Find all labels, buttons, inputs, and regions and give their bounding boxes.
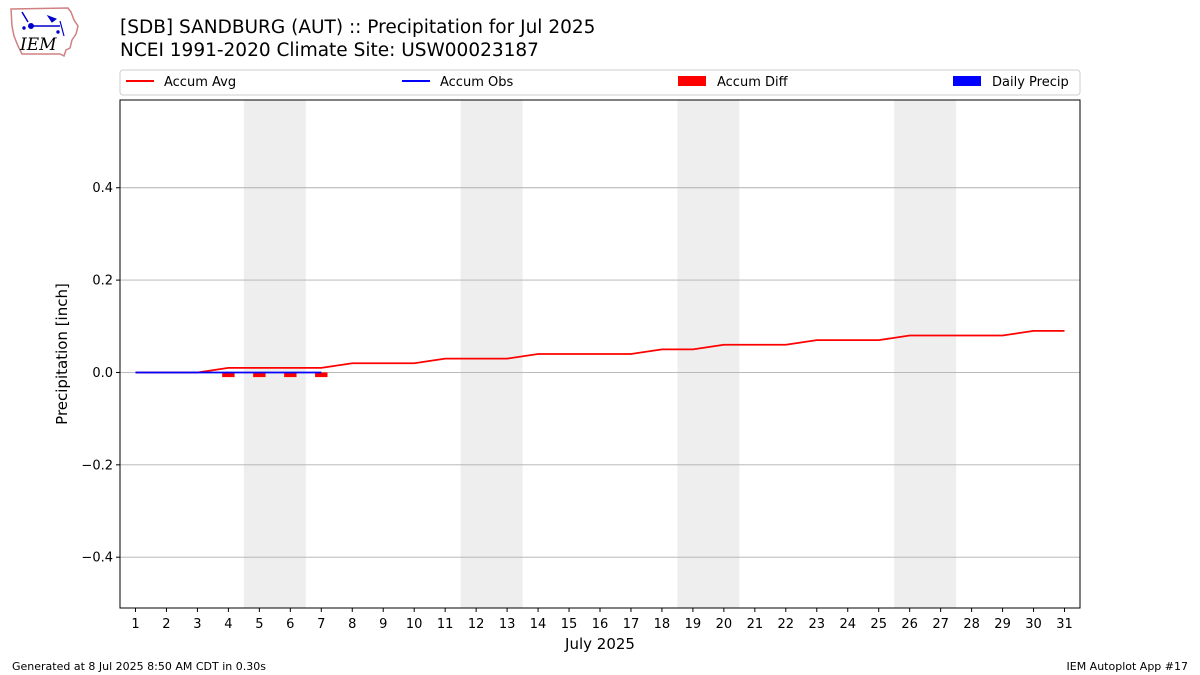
legend-label: Accum Diff xyxy=(717,75,789,90)
x-tick-label: 3 xyxy=(193,617,201,632)
y-axis-label: Precipitation [inch] xyxy=(53,283,71,425)
generated-timestamp: Generated at 8 Jul 2025 8:50 AM CDT in 0… xyxy=(12,660,266,673)
x-tick-label: 31 xyxy=(1056,617,1073,632)
x-tick-label: 30 xyxy=(1025,617,1042,632)
x-tick-label: 16 xyxy=(592,617,609,632)
x-tick-label: 26 xyxy=(901,617,918,632)
chart-title: [SDB] SANDBURG (AUT) :: Precipitation fo… xyxy=(120,17,596,38)
x-tick-label: 12 xyxy=(468,617,485,632)
legend-bar-swatch xyxy=(953,76,981,86)
x-tick-label: 28 xyxy=(963,617,980,632)
y-axis-ticks: −0.4 −0.2 0.0 0.2 0.4 xyxy=(81,181,120,566)
x-tick-label: 17 xyxy=(623,617,640,632)
x-tick-label: 24 xyxy=(839,617,856,632)
legend: Accum Avg Accum Obs Accum Diff Daily Precip xyxy=(119,69,1081,96)
x-tick-label: 14 xyxy=(530,617,547,632)
accum-diff-bar xyxy=(253,372,266,378)
app-credit: IEM Autoplot App #17 xyxy=(1066,660,1189,673)
legend-label: Daily Precip xyxy=(992,75,1069,90)
weekend-shading xyxy=(243,100,957,608)
legend-frame xyxy=(119,69,1081,96)
y-tick-label: 0.2 xyxy=(92,274,113,289)
legend-label: Accum Obs xyxy=(440,75,513,90)
y-tick-label: 0.4 xyxy=(92,181,113,196)
x-tick-label: 10 xyxy=(406,617,423,632)
x-tick-label: 13 xyxy=(499,617,516,632)
x-tick-label: 22 xyxy=(778,617,795,632)
y-tick-label: −0.4 xyxy=(81,551,113,566)
x-tick-label: 4 xyxy=(224,617,232,632)
x-tick-label: 23 xyxy=(809,617,826,632)
x-tick-label: 20 xyxy=(716,617,733,632)
x-axis-ticks: 1 2 3 4 5 6 7 8 9 10 11 12 13 14 15 16 17 18 19 20 21 22 23 24 2… xyxy=(131,608,1073,632)
x-tick-label: 21 xyxy=(747,617,764,632)
iowa-state-outline xyxy=(10,7,79,58)
weekend-shade-band xyxy=(894,100,957,608)
x-tick-label: 18 xyxy=(654,617,671,632)
x-tick-label: 2 xyxy=(162,617,170,632)
accum-diff-bar xyxy=(222,372,235,378)
x-axis-label: July 2025 xyxy=(564,635,635,653)
accum-diff-bar xyxy=(284,372,297,378)
accum-avg-line xyxy=(135,330,1065,374)
legend-label: Accum Avg xyxy=(164,75,236,90)
iem-logo: IEM xyxy=(10,7,79,58)
chart-subtitle: NCEI 1991-2020 Climate Site: USW00023187 xyxy=(120,40,539,61)
weekend-shade-band xyxy=(677,100,740,608)
accum-diff-bar xyxy=(315,372,328,378)
weekend-shade-band xyxy=(243,100,306,608)
weekend-shade-band xyxy=(460,100,523,608)
x-tick-label: 15 xyxy=(561,617,578,632)
x-tick-label: 11 xyxy=(437,617,454,632)
logo-text: IEM xyxy=(19,35,57,55)
x-tick-label: 1 xyxy=(131,617,139,632)
y-tick-label: 0.0 xyxy=(92,366,113,381)
x-tick-label: 25 xyxy=(870,617,887,632)
x-tick-label: 9 xyxy=(379,617,387,632)
x-tick-label: 8 xyxy=(348,617,356,632)
x-tick-label: 7 xyxy=(317,617,325,632)
x-tick-label: 5 xyxy=(255,617,263,632)
x-tick-label: 29 xyxy=(994,617,1011,632)
weather-instruments-icon xyxy=(21,11,65,37)
x-tick-label: 27 xyxy=(932,617,949,632)
legend-bar-swatch xyxy=(678,76,706,86)
x-tick-label: 6 xyxy=(286,617,294,632)
x-tick-label: 19 xyxy=(685,617,702,632)
data-series xyxy=(135,330,1065,378)
y-tick-label: −0.2 xyxy=(81,458,113,473)
